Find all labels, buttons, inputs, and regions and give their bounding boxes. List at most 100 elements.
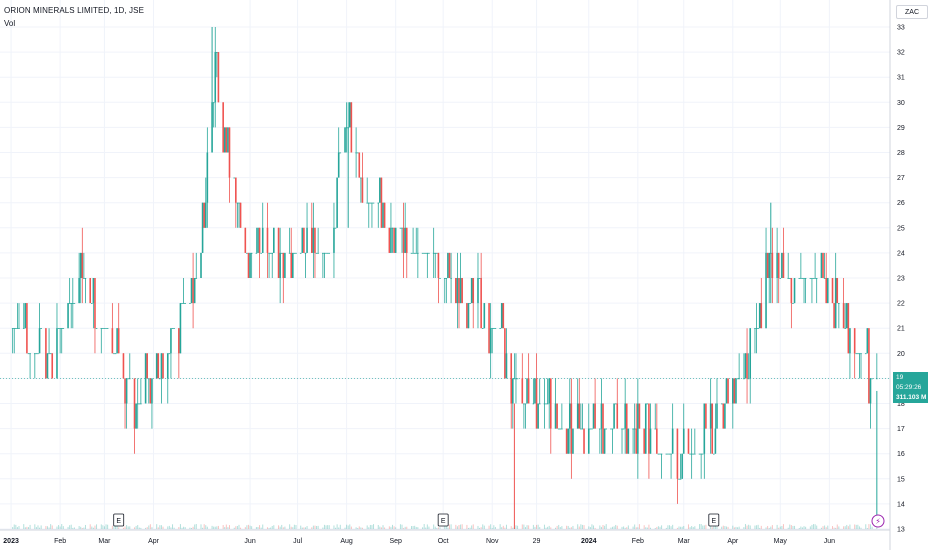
ohlc-body — [312, 227, 315, 253]
ohlc-body — [236, 202, 239, 204]
ohlc-body — [223, 127, 226, 153]
ohlc-body — [500, 303, 503, 329]
ohlc-body — [144, 353, 147, 404]
symbol-title[interactable]: ORION MINERALS LIMITED, 1D, JSE — [4, 6, 145, 15]
volume-bar — [744, 524, 746, 529]
ohlc-body — [576, 403, 579, 429]
earnings-marker — [113, 513, 125, 527]
ohlc-body — [701, 453, 704, 455]
volume-bar — [347, 525, 349, 529]
volume-bar — [225, 524, 227, 529]
volume-bar — [113, 524, 115, 529]
volume-bar — [501, 527, 503, 529]
ohlc-body — [455, 278, 457, 304]
ohlc-body — [714, 428, 717, 454]
volume-bar — [168, 525, 170, 529]
ohlc-body — [777, 252, 780, 278]
volume-bar — [137, 525, 139, 529]
volume-bar — [24, 527, 26, 529]
ohlc-body — [122, 353, 125, 379]
volume-bar — [722, 525, 724, 529]
ohlc-body — [477, 278, 479, 304]
volume-bar — [335, 527, 337, 529]
ohlc-body — [293, 252, 296, 254]
ohlc-body — [124, 378, 126, 404]
volume-bar — [847, 526, 849, 529]
volume-bar — [759, 527, 761, 529]
volume-bar — [292, 527, 294, 529]
volume-bar — [613, 526, 615, 529]
volume-bar — [561, 526, 563, 529]
volume-bar — [368, 527, 370, 529]
ohlc-body — [18, 328, 20, 329]
volume-bar — [781, 525, 783, 529]
volume-bar — [548, 525, 550, 529]
ohlc-body — [589, 428, 592, 430]
ohlc-body — [833, 303, 835, 329]
ohlc-body — [128, 378, 131, 380]
volume-bar — [173, 527, 175, 529]
volume-legend-label[interactable]: Vol — [4, 19, 16, 28]
volume-bar — [135, 525, 137, 529]
ohlc-body — [510, 353, 513, 404]
volume-bar — [184, 527, 186, 529]
volume-bar — [328, 525, 330, 529]
ohlc-body — [725, 378, 728, 404]
volume-bar — [259, 525, 261, 529]
ohlc-body — [709, 403, 712, 429]
volume-bar — [637, 527, 639, 529]
volume-bar — [809, 526, 811, 529]
volume-bar — [624, 527, 626, 529]
volume-tag: 311.103 M — [893, 392, 928, 403]
ohlc-body — [22, 328, 25, 329]
ohlc-body — [388, 227, 391, 253]
ohlc-body — [257, 227, 259, 253]
ohlc-body — [502, 303, 505, 329]
price-axis-label: 20 — [897, 351, 905, 358]
volume-bar — [273, 525, 275, 529]
ohlc-body — [179, 303, 182, 354]
volume-bar — [754, 525, 756, 529]
ohlc-body — [613, 403, 615, 429]
volume-bar — [160, 525, 162, 529]
ohlc-body — [350, 102, 353, 153]
ohlc-body — [692, 453, 695, 455]
ohlc-body — [181, 303, 183, 304]
ohlc-body — [458, 278, 460, 304]
currency-button[interactable]: ZAC — [896, 5, 928, 19]
volume-bar — [703, 525, 705, 529]
volume-bar — [380, 527, 382, 529]
ohlc-body — [776, 252, 778, 278]
volume-bar — [843, 526, 845, 529]
volume-bar — [59, 526, 61, 529]
volume-bar — [632, 526, 634, 529]
price-axis-label: 29 — [897, 125, 905, 132]
ohlc-body — [470, 278, 473, 304]
volume-bar — [325, 525, 327, 529]
volume-bar — [425, 527, 427, 529]
volume-bar — [760, 525, 762, 529]
volume-bar — [284, 526, 286, 529]
volume-bar — [689, 527, 691, 529]
volume-bar — [94, 525, 96, 529]
ohlc-body — [227, 127, 229, 153]
volume-bar — [857, 524, 859, 529]
price-axis-label: 28 — [897, 150, 905, 157]
volume-bar — [306, 526, 308, 529]
last-price-tag: 19 — [893, 372, 928, 383]
ohlc-body — [690, 453, 693, 455]
volume-bar — [244, 527, 246, 529]
volume-bar — [638, 524, 640, 529]
ohlc-body — [493, 328, 495, 329]
ohlc-body — [83, 278, 85, 279]
ohlc-body — [599, 428, 601, 430]
ohlc-body — [413, 252, 416, 254]
ohlc-body — [60, 328, 63, 329]
volume-bar — [51, 525, 53, 529]
volume-bar — [800, 526, 802, 529]
earnings-marker-label: E — [116, 518, 121, 525]
ohlc-body — [92, 278, 95, 304]
volume-bar — [270, 527, 272, 529]
volume-bar — [654, 527, 656, 529]
